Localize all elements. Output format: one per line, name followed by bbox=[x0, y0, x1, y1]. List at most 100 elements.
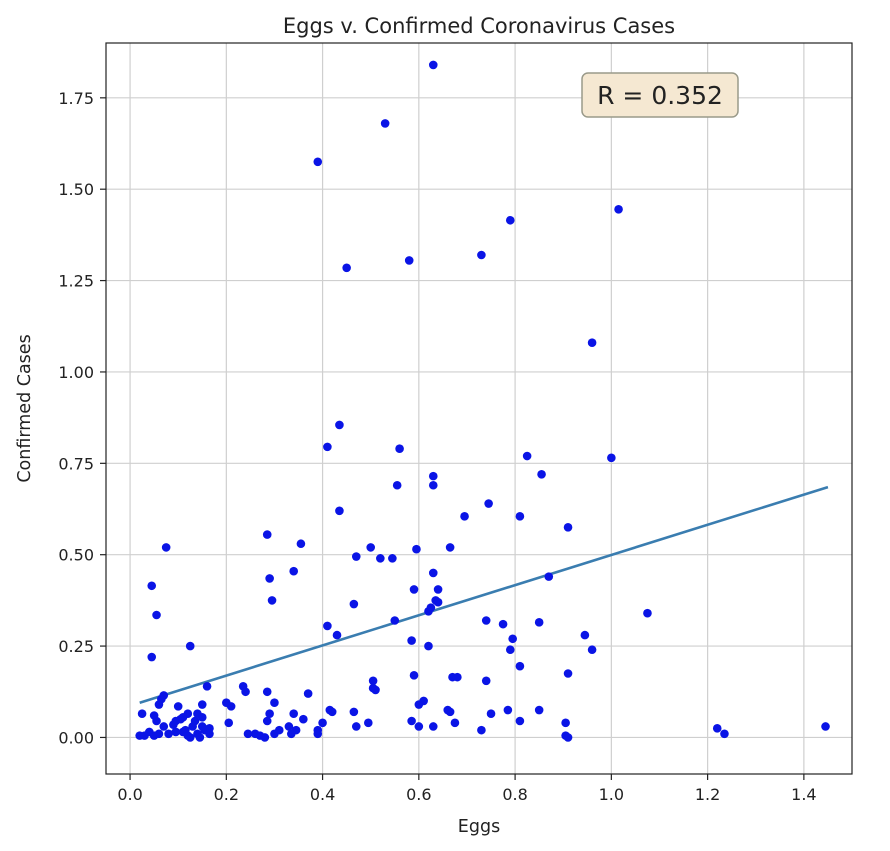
x-tick-label: 0.8 bbox=[502, 785, 527, 804]
data-point bbox=[587, 338, 597, 348]
data-point bbox=[453, 672, 462, 682]
data-point bbox=[323, 621, 332, 631]
data-point bbox=[388, 554, 397, 563]
data-point bbox=[202, 681, 212, 691]
data-point bbox=[327, 707, 337, 717]
data-point bbox=[409, 671, 419, 680]
data-point bbox=[428, 480, 438, 490]
y-tick-label: 0.00 bbox=[58, 728, 94, 747]
data-point bbox=[561, 718, 570, 728]
grid-lines bbox=[106, 43, 852, 774]
data-point bbox=[140, 731, 149, 740]
data-point bbox=[185, 641, 195, 651]
data-point bbox=[164, 729, 173, 739]
data-point bbox=[351, 552, 361, 561]
data-point bbox=[183, 731, 193, 740]
data-point bbox=[380, 119, 390, 128]
data-point bbox=[364, 718, 373, 728]
data-point bbox=[407, 636, 416, 645]
data-point bbox=[262, 716, 272, 726]
data-point bbox=[515, 661, 525, 671]
data-point bbox=[450, 718, 460, 728]
data-point bbox=[534, 705, 544, 715]
data-point bbox=[522, 451, 532, 461]
x-tick-label: 1.2 bbox=[695, 785, 720, 804]
data-point bbox=[407, 716, 416, 726]
data-point bbox=[515, 512, 525, 521]
data-point bbox=[424, 607, 433, 616]
data-point bbox=[428, 471, 438, 481]
data-point bbox=[368, 676, 378, 686]
x-tick-label: 0.6 bbox=[406, 785, 431, 804]
data-point bbox=[195, 733, 205, 742]
plot-frame bbox=[105, 42, 853, 775]
data-point bbox=[409, 585, 419, 594]
data-point bbox=[169, 720, 178, 729]
data-point bbox=[428, 568, 438, 578]
data-point bbox=[303, 689, 313, 698]
data-point bbox=[392, 480, 402, 490]
data-point bbox=[534, 618, 544, 627]
data-point bbox=[371, 685, 380, 695]
y-tick-label: 1.00 bbox=[58, 363, 94, 382]
data-point bbox=[342, 263, 351, 273]
data-point bbox=[270, 729, 279, 739]
data-point bbox=[484, 499, 493, 508]
data-point bbox=[563, 733, 573, 742]
data-point bbox=[580, 630, 590, 640]
data-point bbox=[477, 725, 486, 735]
data-point bbox=[424, 641, 433, 651]
data-point bbox=[318, 718, 327, 728]
y-tick-label: 1.50 bbox=[58, 180, 94, 199]
data-point bbox=[395, 444, 404, 454]
data-point bbox=[265, 709, 274, 718]
data-point bbox=[137, 709, 147, 718]
data-point bbox=[205, 729, 214, 739]
annotation-text: R = 0.352 bbox=[597, 81, 723, 110]
data-point bbox=[505, 215, 515, 225]
data-point bbox=[154, 700, 164, 709]
data-point bbox=[477, 250, 486, 260]
x-axis-ticks: 0.0 0.2 0.4 0.6 0.8 1.0 1.2 1.4 bbox=[117, 774, 817, 804]
data-point bbox=[433, 597, 443, 607]
scatter-points bbox=[135, 60, 830, 742]
data-point bbox=[390, 616, 400, 625]
data-point bbox=[152, 610, 161, 620]
y-tick-label: 1.25 bbox=[58, 272, 94, 291]
data-point bbox=[265, 574, 274, 583]
data-point bbox=[152, 716, 161, 726]
y-axis-title: Confirmed Cases bbox=[15, 334, 35, 482]
data-point bbox=[366, 543, 376, 552]
x-tick-label: 0.2 bbox=[214, 785, 239, 804]
data-point bbox=[445, 707, 455, 717]
x-tick-label: 0.0 bbox=[117, 785, 142, 804]
data-point bbox=[270, 698, 279, 708]
data-point bbox=[241, 687, 250, 697]
data-point bbox=[544, 572, 554, 581]
data-point bbox=[414, 722, 424, 731]
y-tick-label: 0.50 bbox=[58, 546, 94, 565]
data-point bbox=[537, 469, 546, 479]
x-tick-label: 1.0 bbox=[599, 785, 624, 804]
data-point bbox=[505, 645, 515, 655]
data-point bbox=[414, 700, 424, 709]
data-point bbox=[197, 713, 207, 722]
data-point bbox=[712, 724, 722, 733]
data-point bbox=[376, 554, 385, 563]
x-tick-label: 0.4 bbox=[310, 785, 335, 804]
data-point bbox=[262, 687, 272, 697]
data-point bbox=[335, 506, 344, 516]
data-point bbox=[445, 543, 455, 552]
data-point bbox=[607, 453, 616, 463]
data-point bbox=[460, 512, 469, 521]
data-point bbox=[332, 630, 342, 640]
data-point bbox=[289, 709, 299, 718]
data-point bbox=[428, 60, 438, 70]
data-point bbox=[323, 442, 332, 452]
data-point bbox=[587, 645, 597, 655]
data-point bbox=[404, 256, 414, 265]
data-point bbox=[159, 722, 169, 731]
data-point bbox=[433, 585, 443, 594]
data-point bbox=[563, 522, 573, 532]
data-point bbox=[299, 714, 308, 724]
